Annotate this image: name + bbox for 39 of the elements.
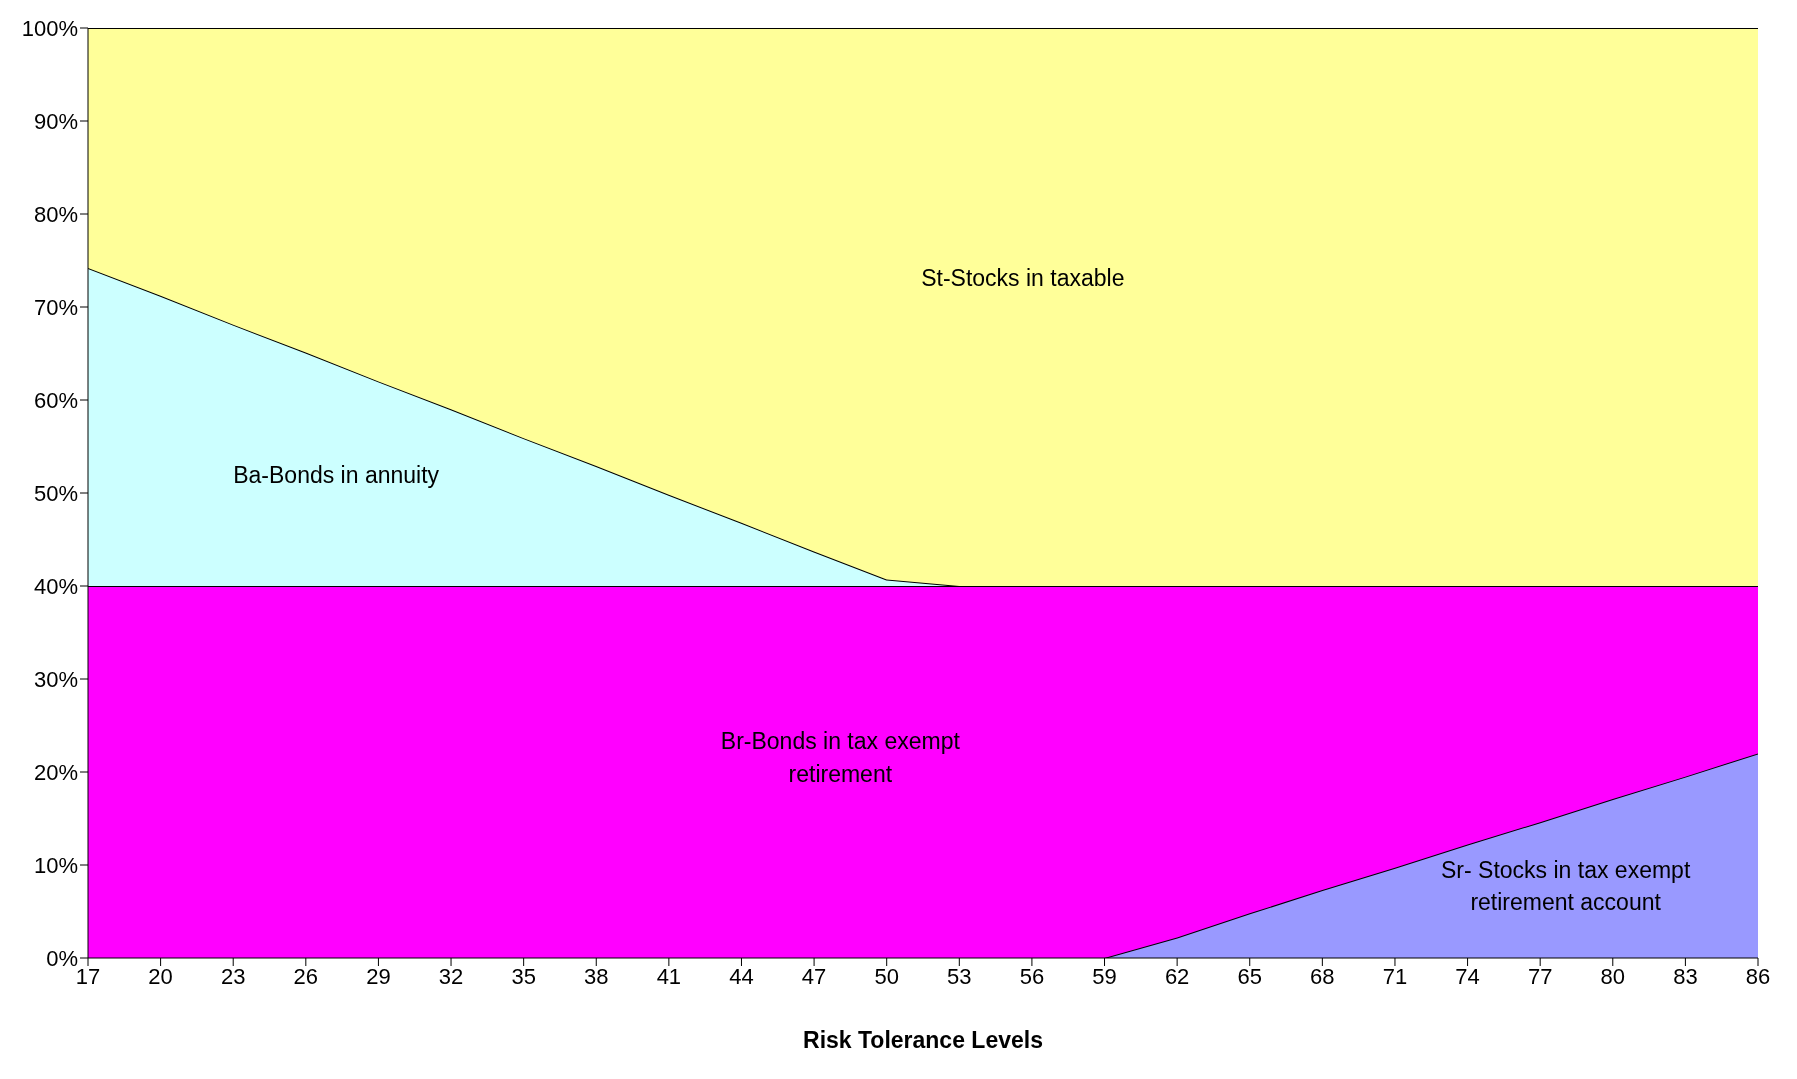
- x-tick-label: 65: [1237, 963, 1262, 989]
- x-tick-label: 71: [1382, 963, 1408, 989]
- x-tick-label: 53: [947, 963, 972, 989]
- y-tick-label: 100%: [21, 15, 78, 41]
- x-axis-title: Risk Tolerance Levels: [803, 1027, 1043, 1053]
- x-tick-label: 74: [1455, 963, 1480, 989]
- x-tick-label: 32: [438, 963, 464, 989]
- y-tick-label: 0%: [46, 945, 78, 971]
- y-tick-label: 30%: [33, 666, 78, 692]
- x-tick-label: 77: [1527, 963, 1553, 989]
- x-tick-label: 83: [1673, 963, 1698, 989]
- x-tick-label: 62: [1164, 963, 1190, 989]
- series-label: St-Stocks in taxable: [921, 264, 1125, 294]
- series-label: Br-Bonds in tax exempt retirement: [720, 727, 960, 789]
- y-tick-label: 80%: [33, 201, 78, 227]
- x-tick-label: 29: [366, 963, 391, 989]
- x-tick-label: 26: [293, 963, 319, 989]
- x-tick-label: 47: [801, 963, 827, 989]
- y-tick-label: 70%: [33, 294, 78, 320]
- x-tick-label: 23: [220, 963, 246, 989]
- series-label: Sr- Stocks in tax exempt retirement account: [1441, 855, 1691, 917]
- x-tick-label: 38: [584, 963, 609, 989]
- x-tick-label: 44: [729, 963, 754, 989]
- x-tick-label: 50: [874, 963, 899, 989]
- y-tick-label: 20%: [33, 759, 78, 785]
- y-tick-label: 10%: [33, 852, 78, 878]
- x-tick-label: 20: [148, 963, 173, 989]
- x-tick-label: 59: [1092, 963, 1117, 989]
- x-tick-label: 35: [511, 963, 536, 989]
- y-tick-label: 40%: [33, 573, 78, 599]
- x-tick-label: 41: [656, 963, 682, 989]
- y-tick-label: 50%: [33, 480, 78, 506]
- y-tick-label: 60%: [33, 387, 78, 413]
- x-tick-label: 56: [1019, 963, 1045, 989]
- x-tick-label: 86: [1745, 963, 1771, 989]
- x-tick-label: 80: [1600, 963, 1626, 989]
- x-tick-label: 68: [1310, 963, 1335, 989]
- y-tick-label: 90%: [33, 108, 78, 134]
- series-label: Ba-Bonds in annuity: [233, 461, 440, 491]
